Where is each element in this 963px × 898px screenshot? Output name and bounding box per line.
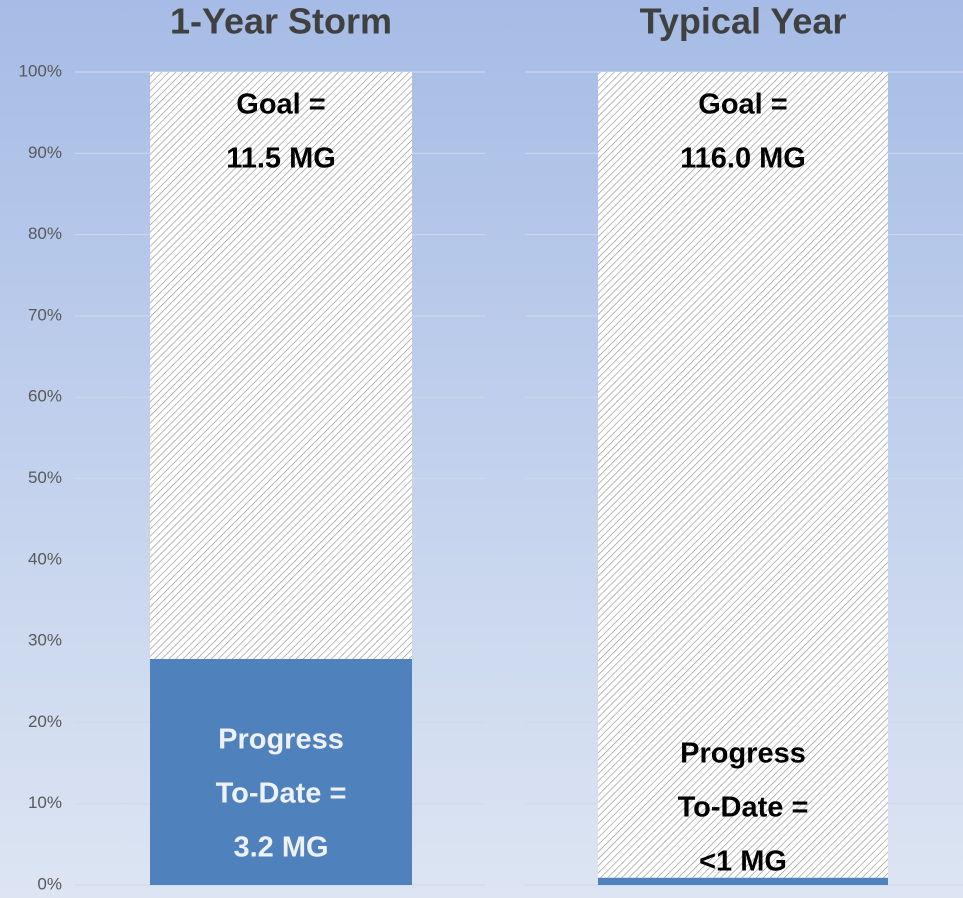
goal-label: 11.5 MG — [226, 143, 336, 175]
y-tick-label: 60% — [28, 387, 62, 406]
bar-segment — [150, 72, 412, 659]
panel-title: 1-Year Storm — [170, 1, 392, 42]
progress-label: To-Date = — [678, 792, 809, 824]
bar-segment — [598, 877, 888, 885]
y-tick-label: 20% — [28, 712, 62, 731]
y-tick-label: 30% — [28, 631, 62, 650]
y-tick-label: 70% — [28, 305, 62, 324]
panel-title: Typical Year — [640, 1, 847, 42]
y-tick-label: 80% — [28, 224, 62, 243]
bar-segment — [598, 72, 888, 878]
y-tick-label: 50% — [28, 468, 62, 487]
y-tick-label: 10% — [28, 793, 62, 812]
progress-label: <1 MG — [699, 846, 787, 878]
y-tick-label: 90% — [28, 143, 62, 162]
goal-label: Goal = — [236, 89, 325, 121]
progress-label: To-Date = — [216, 778, 347, 810]
y-tick-label: 0% — [37, 874, 62, 893]
progress-label: Progress — [218, 724, 344, 756]
progress-label: 3.2 MG — [233, 832, 328, 864]
progress-label: Progress — [680, 738, 806, 770]
goal-label: 116.0 MG — [680, 143, 806, 175]
y-tick-label: 40% — [28, 549, 62, 568]
y-tick-label: 100% — [19, 61, 62, 80]
bar-segment — [150, 658, 412, 885]
goal-label: Goal = — [698, 89, 787, 121]
